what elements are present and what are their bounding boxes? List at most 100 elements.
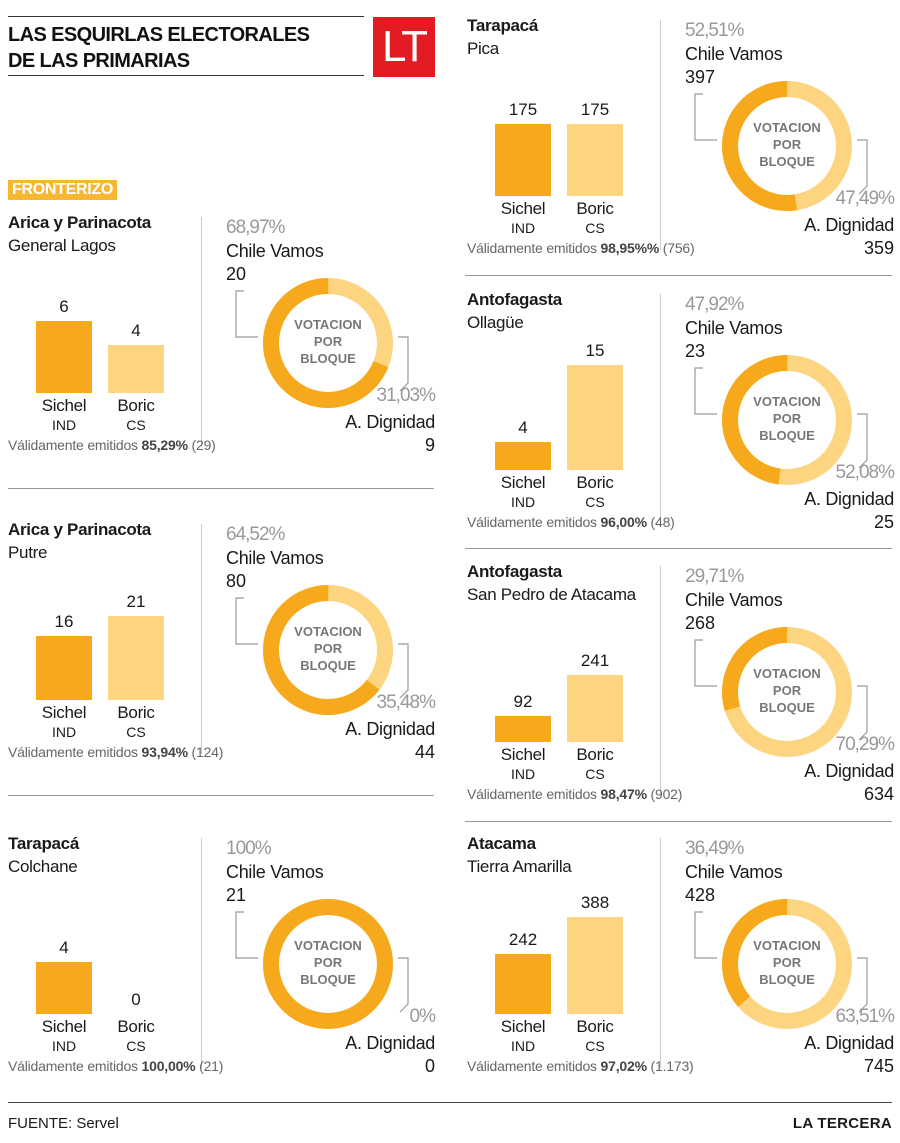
footer-rule bbox=[8, 1102, 892, 1103]
a-dignidad-percent: 0% bbox=[409, 1006, 436, 1027]
panel-separator bbox=[8, 795, 434, 796]
region-name: Tarapacá bbox=[8, 834, 79, 853]
a-dignidad-votes: 359 bbox=[863, 238, 894, 258]
valid-prefix: Válidamente emitidos bbox=[8, 437, 142, 453]
a-dignidad-percent: 31,03% bbox=[376, 385, 436, 406]
valid-percent: 93,94% bbox=[141, 744, 188, 760]
commune-name: Colchane bbox=[8, 857, 78, 876]
valid-votes-note: Válidamente emitidos 98,95%% (756) bbox=[467, 240, 695, 256]
title-bottom-rule bbox=[8, 75, 364, 76]
region-name: Arica y Parinacota bbox=[8, 213, 151, 232]
a-dignidad-leader bbox=[857, 413, 868, 469]
chile-vamos-votes: 23 bbox=[685, 341, 706, 361]
valid-prefix: Válidamente emitidos bbox=[467, 1058, 601, 1074]
valid-prefix: Válidamente emitidos bbox=[467, 514, 601, 530]
boric-bar bbox=[108, 616, 164, 700]
section-label: FRONTERIZO bbox=[8, 180, 117, 200]
commune-name: Pica bbox=[467, 39, 499, 58]
donut-center-label: POR bbox=[314, 641, 343, 656]
sichel-bar bbox=[495, 442, 551, 470]
commune-panel: Atacama Tierra Amarilla 242 Sichel IND 388 Bor… bbox=[467, 834, 895, 1094]
sichel-name: Sichel bbox=[500, 1017, 546, 1036]
commune-name: Ollagüe bbox=[467, 313, 524, 332]
chile-vamos-percent: 68,97% bbox=[226, 217, 285, 238]
valid-total: (1.173) bbox=[646, 1058, 694, 1074]
a-dignidad-label: A. Dignidad bbox=[345, 1033, 435, 1053]
donut-center-label: BLOQUE bbox=[759, 972, 815, 987]
region-name: Arica y Parinacota bbox=[8, 520, 151, 539]
chile-vamos-label: Chile Vamos bbox=[685, 590, 783, 610]
chile-vamos-votes: 80 bbox=[226, 571, 247, 591]
panel-divider bbox=[201, 838, 202, 1068]
donut-center-label: BLOQUE bbox=[759, 154, 815, 169]
boric-votes: 241 bbox=[580, 650, 610, 670]
a-dignidad-votes: 0 bbox=[424, 1056, 435, 1076]
a-dignidad-label: A. Dignidad bbox=[804, 761, 894, 781]
chile-vamos-label: Chile Vamos bbox=[226, 862, 324, 882]
commune-panel: Antofagasta Ollagüe 4 Sichel IND 15 Boric CS Vál… bbox=[467, 290, 895, 550]
a-dignidad-percent: 35,48% bbox=[376, 692, 436, 713]
sichel-name: Sichel bbox=[500, 745, 546, 764]
a-dignidad-votes: 25 bbox=[873, 512, 894, 532]
donut-center-label: VOTACION bbox=[294, 938, 362, 953]
chile-vamos-votes: 428 bbox=[685, 885, 716, 905]
boric-bar bbox=[108, 345, 164, 393]
a-dignidad-percent: 63,51% bbox=[835, 1006, 895, 1027]
boric-bar bbox=[567, 674, 623, 742]
a-dignidad-percent: 70,29% bbox=[835, 734, 895, 755]
boric-votes: 388 bbox=[580, 893, 610, 912]
valid-votes-note: Válidamente emitidos 100,00% (21) bbox=[8, 1058, 223, 1074]
chile-vamos-label: Chile Vamos bbox=[685, 862, 783, 882]
chile-vamos-label: Chile Vamos bbox=[685, 44, 783, 64]
panel-separator bbox=[465, 821, 892, 822]
chile-vamos-slice bbox=[263, 899, 393, 1029]
sichel-votes: 6 bbox=[59, 297, 69, 316]
bloc-donut: VOTACION POR BLOQUE bbox=[722, 355, 852, 485]
sichel-votes: 242 bbox=[508, 929, 538, 949]
valid-percent: 98,95%% bbox=[600, 240, 660, 256]
chile-vamos-slice bbox=[722, 81, 852, 211]
leader-lines bbox=[694, 639, 868, 741]
chile-vamos-votes: 20 bbox=[226, 264, 247, 284]
chile-vamos-leader bbox=[694, 367, 717, 415]
boric-party: CS bbox=[585, 1038, 605, 1054]
boric-bar bbox=[567, 917, 623, 1014]
donut-center-label: POR bbox=[314, 955, 343, 970]
logo-text: LT bbox=[381, 22, 428, 71]
sichel-name: Sichel bbox=[41, 703, 87, 722]
donut-center-label: VOTACION bbox=[753, 394, 821, 409]
a-dignidad-votes: 9 bbox=[424, 435, 435, 455]
boric-votes: 4 bbox=[131, 321, 141, 340]
sichel-party: IND bbox=[510, 220, 536, 236]
boric-votes: 0 bbox=[131, 990, 141, 1009]
boric-party: CS bbox=[126, 417, 146, 433]
a-dignidad-leader bbox=[857, 957, 868, 1013]
valid-votes-note: Válidamente emitidos 96,00% (48) bbox=[467, 514, 675, 530]
commune-panel: Arica y Parinacota General Lagos 6 Sichel IN… bbox=[8, 213, 436, 473]
title-line-2: DE LAS PRIMARIAS bbox=[8, 50, 190, 72]
boric-party: CS bbox=[126, 724, 146, 740]
chile-vamos-votes: 397 bbox=[685, 67, 716, 87]
leader-lines bbox=[694, 911, 868, 1013]
donut-center-label: BLOQUE bbox=[300, 658, 356, 673]
commune-name: San Pedro de Atacama bbox=[467, 585, 636, 604]
panel-divider bbox=[660, 566, 661, 796]
chile-vamos-percent: 29,71% bbox=[685, 566, 744, 587]
chile-vamos-percent: 36,49% bbox=[685, 838, 744, 859]
a-dignidad-percent: 52,08% bbox=[835, 462, 895, 483]
sichel-party: IND bbox=[510, 1038, 536, 1054]
chile-vamos-leader bbox=[694, 639, 717, 687]
valid-total: (756) bbox=[659, 240, 695, 256]
a-dignidad-leader bbox=[857, 139, 868, 195]
a-dignidad-leader bbox=[398, 336, 409, 392]
chile-vamos-slice bbox=[722, 899, 852, 1029]
valid-prefix: Válidamente emitidos bbox=[8, 744, 142, 760]
chile-vamos-leader bbox=[694, 93, 717, 141]
boric-name: Boric bbox=[117, 703, 155, 722]
page-title: LAS ESQUIRLAS ELECTORALES DE LAS PRIMARI… bbox=[8, 22, 368, 74]
commune-name: General Lagos bbox=[8, 236, 116, 255]
donut-center-label: BLOQUE bbox=[759, 700, 815, 715]
boric-party: CS bbox=[585, 766, 605, 782]
chile-vamos-label: Chile Vamos bbox=[685, 318, 783, 338]
donut-center-label: BLOQUE bbox=[759, 428, 815, 443]
